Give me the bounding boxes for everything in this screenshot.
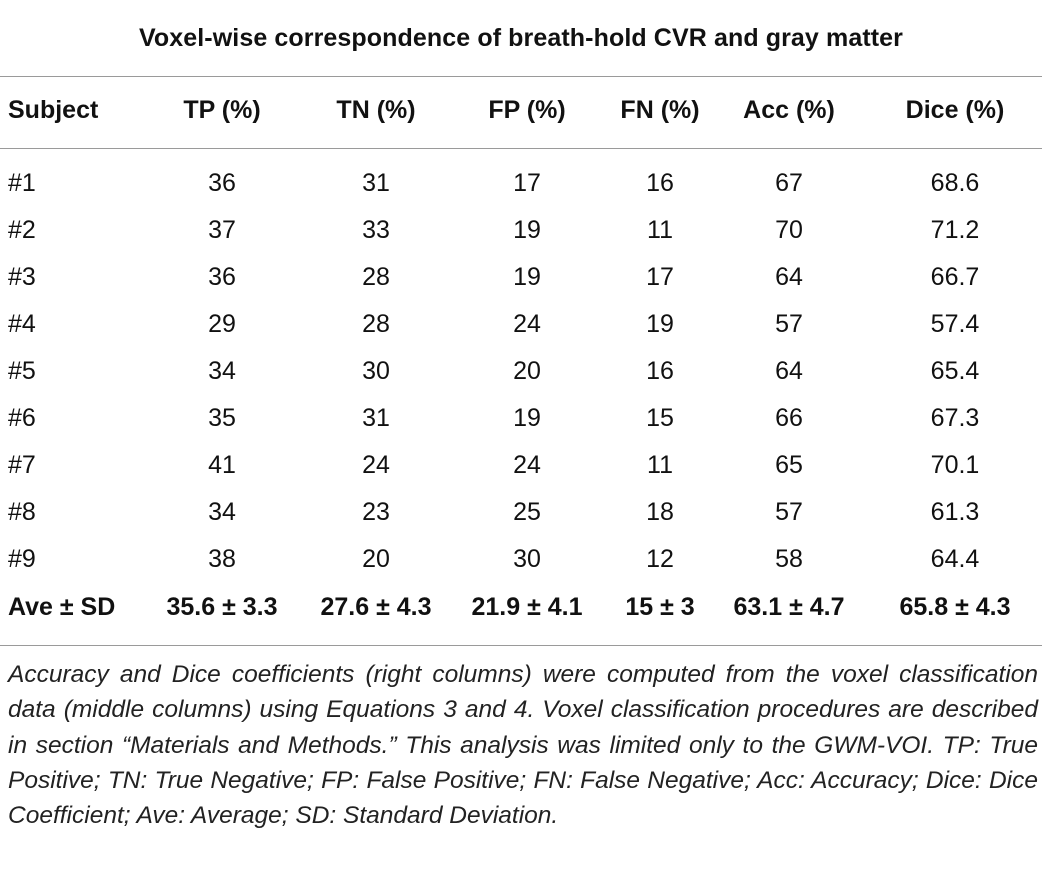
table-cell: 67	[775, 169, 803, 197]
table-cell: 70.1	[930, 451, 980, 479]
table-cell: 18	[646, 498, 674, 526]
column-header: Dice (%)	[905, 96, 1005, 124]
table-cell: 15	[646, 404, 674, 432]
rule-header	[0, 148, 1042, 149]
table-cell: 31	[362, 404, 390, 432]
column-header: FN (%)	[620, 96, 700, 124]
table-cell: 36	[208, 169, 236, 197]
column-header: Acc (%)	[743, 96, 835, 124]
summary-label: Ave ± SD	[8, 593, 116, 621]
table-cell: 68.6	[930, 169, 980, 197]
table-cell: 57	[775, 310, 803, 338]
table-cell: 71.2	[930, 216, 980, 244]
summary-cell: 63.1 ± 4.7	[733, 593, 845, 621]
column-header: TN (%)	[336, 96, 416, 124]
table-cell: 12	[646, 545, 674, 573]
table-cell: 23	[362, 498, 390, 526]
table-cell: 11	[647, 451, 673, 479]
table-cell: 11	[647, 216, 673, 244]
table-cell: 58	[775, 545, 803, 573]
table-cell: 30	[513, 545, 541, 573]
table-cell: 20	[362, 545, 390, 573]
rule-top	[0, 76, 1042, 77]
row-label: #2	[8, 216, 36, 244]
table-cell: 66.7	[930, 263, 980, 291]
column-header: TP (%)	[183, 96, 261, 124]
table-cell: 66	[775, 404, 803, 432]
row-label: #3	[8, 263, 36, 291]
table-cell: 29	[208, 310, 236, 338]
summary-cell: 35.6 ± 3.3	[166, 593, 278, 621]
table-cell: 64.4	[930, 545, 980, 573]
row-label: #8	[8, 498, 36, 526]
table-cell: 33	[362, 216, 390, 244]
table-cell: 34	[208, 498, 236, 526]
table-cell: 19	[646, 310, 674, 338]
table-cell: 19	[513, 404, 541, 432]
table-cell: 17	[513, 169, 541, 197]
table-cell: 20	[513, 357, 541, 385]
summary-cell: 15 ± 3	[625, 593, 695, 621]
row-label: #5	[8, 357, 36, 385]
table-cell: 24	[513, 451, 541, 479]
column-header: Subject	[8, 96, 99, 124]
table-cell: 16	[646, 169, 674, 197]
table-cell: 57.4	[930, 310, 980, 338]
table-cell: 65	[775, 451, 803, 479]
table-cell: 34	[208, 357, 236, 385]
table-cell: 19	[513, 216, 541, 244]
row-label: #9	[8, 545, 36, 573]
summary-cell: 27.6 ± 4.3	[320, 593, 432, 621]
table-cell: 36	[208, 263, 236, 291]
table-cell: 24	[513, 310, 541, 338]
table-cell: 35	[208, 404, 236, 432]
row-label: #1	[8, 169, 36, 197]
column-header: FP (%)	[488, 96, 566, 124]
table-cell: 24	[362, 451, 390, 479]
table-cell: 61.3	[930, 498, 980, 526]
row-label: #7	[8, 451, 36, 479]
table-cell: 30	[362, 357, 390, 385]
table-cell: 25	[513, 498, 541, 526]
table-cell: 70	[775, 216, 803, 244]
table-cell: 19	[513, 263, 541, 291]
table-cell: 16	[646, 357, 674, 385]
summary-cell: 65.8 ± 4.3	[899, 593, 1011, 621]
table-cell: 64	[775, 357, 803, 385]
summary-cell: 21.9 ± 4.1	[471, 593, 583, 621]
table-cell: 31	[362, 169, 390, 197]
table-title: Voxel-wise correspondence of breath-hold…	[138, 24, 904, 52]
table-footnote: Accuracy and Dice coefficients (right co…	[8, 661, 1038, 830]
table-cell: 65.4	[930, 357, 980, 385]
table-cell: 64	[775, 263, 803, 291]
table-cell: 17	[646, 263, 674, 291]
table-cell: 28	[362, 263, 390, 291]
table-cell: 37	[208, 216, 236, 244]
table-cell: 38	[208, 545, 236, 573]
table-cell: 67.3	[930, 404, 980, 432]
row-label: #4	[8, 310, 36, 338]
rule-bottom	[0, 645, 1042, 646]
table-cell: 41	[208, 451, 236, 479]
table-cell: 57	[775, 498, 803, 526]
table-cell: 28	[362, 310, 390, 338]
row-label: #6	[8, 404, 36, 432]
